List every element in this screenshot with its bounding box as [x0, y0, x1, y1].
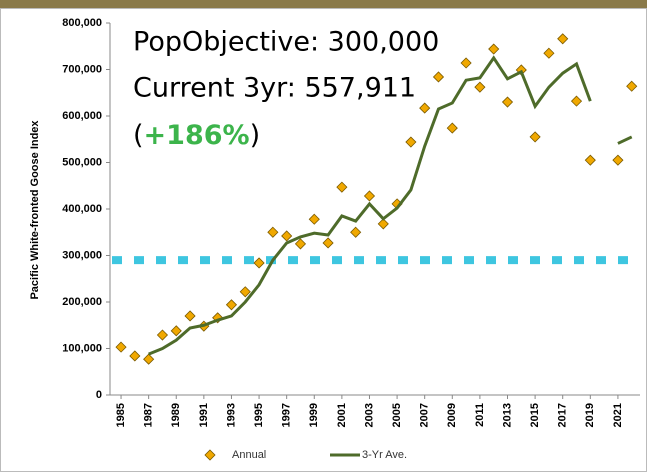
legend-label: 3-Yr Ave.	[362, 449, 407, 461]
legend-label: Annual	[232, 449, 266, 461]
annual-point	[377, 218, 389, 230]
annotation: (+186%)	[133, 120, 260, 151]
y-tick-label: 100,000	[62, 342, 102, 354]
legend-marker	[204, 449, 216, 461]
x-tick-label: 2001	[336, 403, 348, 427]
x-tick-label: 2015	[529, 403, 541, 427]
x-tick-label: 2013	[501, 403, 513, 427]
annual-point	[129, 350, 141, 362]
annual-point	[405, 136, 417, 148]
annual-point	[253, 257, 265, 269]
y-tick-label: 300,000	[62, 249, 102, 261]
y-tick-label: 700,000	[62, 63, 102, 75]
annotation: PopObjective: 300,000	[133, 27, 439, 58]
annual-point	[570, 95, 583, 107]
x-tick-label: 2007	[419, 403, 431, 427]
x-tick-label: 2011	[474, 403, 486, 427]
average-line	[148, 55, 633, 356]
x-tick-label: 2009	[446, 403, 458, 427]
y-tick-label: 200,000	[62, 296, 102, 308]
annual-point	[308, 213, 320, 225]
annotation-part: +186%	[144, 120, 250, 151]
x-tick-label: 2005	[391, 403, 403, 427]
y-tick-label: 0	[96, 389, 102, 401]
annual-point	[432, 71, 445, 83]
annotation: Current 3yr: 557,911	[133, 73, 416, 104]
y-tick-label: 400,000	[62, 203, 102, 215]
x-tick-label: 1997	[281, 403, 293, 427]
annual-point	[143, 353, 155, 365]
x-tick-label: 2019	[584, 403, 596, 427]
annual-point	[281, 230, 293, 242]
x-tick-label: 1985	[115, 403, 127, 427]
x-tick-label: 1995	[253, 403, 265, 427]
y-tick-label: 500,000	[62, 156, 102, 168]
annual-point	[115, 341, 127, 353]
annotation-part: (	[133, 120, 144, 151]
annual-point	[184, 310, 196, 322]
x-tick-label: 2003	[363, 403, 375, 427]
annual-point	[584, 154, 596, 166]
x-tick-label: 1991	[198, 403, 210, 427]
annual-point	[363, 190, 376, 202]
x-tick-label: 1987	[143, 403, 155, 427]
annual-point	[350, 226, 362, 238]
annual-point	[488, 43, 500, 55]
x-tick-label: 1999	[308, 403, 320, 427]
annual-point	[170, 325, 182, 337]
annual-point	[529, 131, 541, 143]
x-tick-label: 1989	[170, 403, 182, 427]
annual-point	[626, 80, 638, 92]
annual-point	[419, 102, 431, 114]
annual-point	[156, 329, 169, 341]
annual-point	[267, 226, 279, 238]
annual-point	[501, 96, 514, 108]
annual-point	[294, 238, 307, 250]
annual-point	[322, 237, 334, 249]
annual-point	[612, 154, 624, 166]
annotation-part: )	[250, 120, 261, 151]
y-tick-label: 800,000	[62, 17, 102, 29]
annual-point	[446, 122, 458, 134]
annual-point	[239, 286, 251, 298]
annual-point	[225, 299, 238, 311]
annual-point	[474, 81, 486, 93]
annual-point	[543, 47, 555, 59]
x-tick-label: 1993	[225, 403, 237, 427]
y-axis-label: Pacific White-fronted Goose Index	[29, 120, 41, 300]
photo-strip	[0, 0, 647, 8]
x-tick-label: 2017	[557, 403, 569, 427]
annual-point	[460, 57, 472, 69]
annual-point	[557, 33, 569, 45]
y-tick-label: 600,000	[62, 110, 102, 122]
annual-point	[336, 181, 348, 193]
x-tick-label: 2021	[612, 403, 624, 427]
